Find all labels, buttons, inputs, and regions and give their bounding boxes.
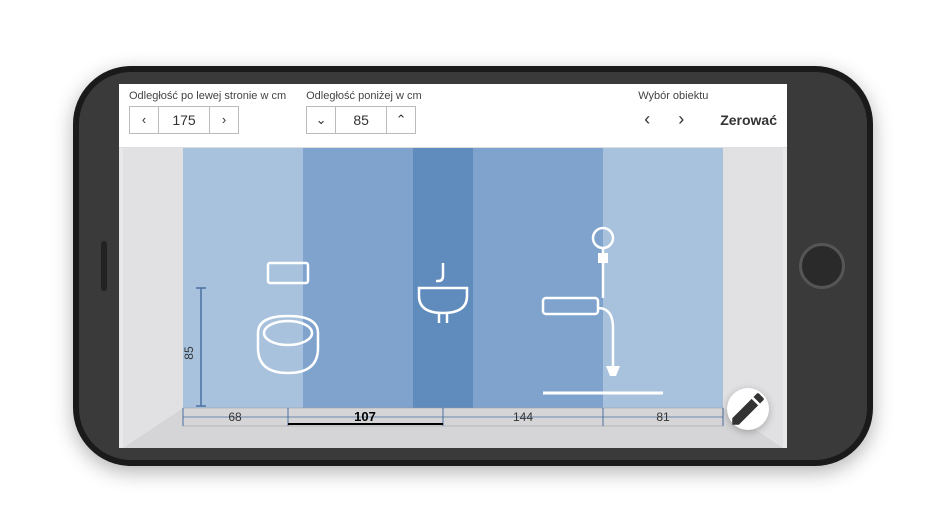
room-svg: 85 <box>119 148 787 448</box>
object-select-group: Wybór obiektu ‹ › Zerować <box>638 90 777 134</box>
room-canvas[interactable]: 85 <box>119 148 787 448</box>
below-distance-label: Odległość poniżej w cm <box>306 90 422 102</box>
left-distance-group: Odległość po lewej stronie w cm ‹ 175 › <box>129 90 286 134</box>
reset-button[interactable]: Zerować <box>720 112 777 128</box>
below-distance-stepper: ⌄ 85 ⌃ <box>306 106 422 134</box>
object-select-label: Wybór obiektu <box>638 90 777 102</box>
phone-bezel: Odległość po lewej stronie w cm ‹ 175 › … <box>79 72 867 460</box>
seg-4-label: 81 <box>656 410 670 424</box>
left-distance-stepper: ‹ 175 › <box>129 106 286 134</box>
wall-panel-2 <box>303 148 413 408</box>
seg-1-label: 68 <box>228 410 242 424</box>
below-distance-group: Odległość poniżej w cm ⌄ 85 ⌃ <box>306 90 422 134</box>
bottom-ruler <box>183 408 723 426</box>
object-prev-button[interactable]: ‹ <box>638 109 656 130</box>
toolbar: Odległość po lewej stronie w cm ‹ 175 › … <box>119 84 787 148</box>
phone-speaker <box>101 241 107 291</box>
below-down-button[interactable]: ⌄ <box>306 106 336 134</box>
left-side-wall <box>123 148 183 448</box>
below-up-button[interactable]: ⌃ <box>386 106 416 134</box>
edit-fab[interactable] <box>727 388 769 430</box>
object-nav: ‹ › Zerować <box>638 106 777 134</box>
phone-frame: Odległość po lewej stronie w cm ‹ 175 › … <box>73 66 873 466</box>
left-prev-button[interactable]: ‹ <box>129 106 159 134</box>
object-next-button[interactable]: › <box>672 109 690 130</box>
vertical-dim-label: 85 <box>182 346 196 360</box>
edit-icon <box>727 388 769 430</box>
seg-2-label: 107 <box>354 409 376 424</box>
home-button[interactable] <box>799 243 845 289</box>
left-distance-value[interactable]: 175 <box>159 106 209 134</box>
app-screen: Odległość po lewej stronie w cm ‹ 175 › … <box>119 84 787 448</box>
left-next-button[interactable]: › <box>209 106 239 134</box>
left-distance-label: Odległość po lewej stronie w cm <box>129 90 286 102</box>
wall-panel-4 <box>473 148 603 408</box>
wall-panel-5 <box>603 148 723 408</box>
seg-3-label: 144 <box>513 410 533 424</box>
below-distance-value[interactable]: 85 <box>336 106 386 134</box>
